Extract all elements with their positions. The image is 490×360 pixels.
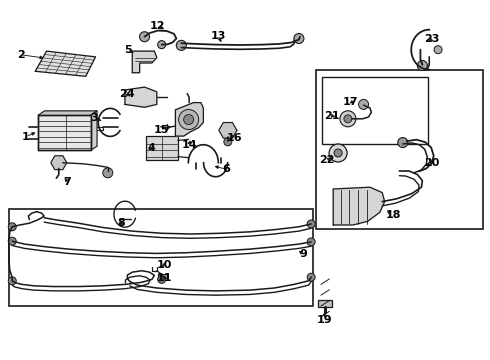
Text: 15: 15 (154, 125, 170, 135)
Text: 14: 14 (181, 140, 197, 150)
Circle shape (307, 273, 315, 281)
Text: 12: 12 (150, 21, 166, 31)
Text: 5: 5 (124, 45, 132, 55)
Text: 2: 2 (17, 50, 24, 60)
Circle shape (344, 115, 352, 123)
Circle shape (294, 33, 304, 44)
Text: 4: 4 (148, 143, 156, 153)
Circle shape (398, 138, 408, 148)
Text: 23: 23 (424, 34, 440, 44)
Polygon shape (132, 51, 157, 73)
Text: 16: 16 (226, 132, 242, 143)
Circle shape (8, 237, 16, 245)
Text: 3: 3 (90, 113, 98, 123)
Polygon shape (38, 111, 97, 115)
Circle shape (176, 40, 186, 50)
Circle shape (103, 168, 113, 178)
Text: 18: 18 (385, 210, 401, 220)
Circle shape (179, 109, 198, 130)
Polygon shape (175, 103, 203, 136)
Circle shape (8, 223, 16, 231)
Text: 1: 1 (22, 132, 29, 142)
Bar (316, 70, 483, 229)
Circle shape (8, 277, 16, 285)
Circle shape (307, 220, 315, 228)
Circle shape (158, 41, 166, 49)
Polygon shape (333, 187, 385, 225)
Circle shape (434, 46, 442, 54)
Text: 21: 21 (324, 111, 340, 121)
Text: 7: 7 (64, 177, 72, 187)
Circle shape (329, 144, 347, 162)
Bar (322, 77, 428, 144)
Polygon shape (35, 51, 96, 76)
Text: 9: 9 (299, 249, 307, 259)
Text: 17: 17 (343, 96, 359, 107)
Circle shape (334, 149, 342, 157)
Text: 24: 24 (120, 89, 135, 99)
Bar (158, 274, 167, 278)
Circle shape (224, 138, 232, 146)
Circle shape (340, 111, 356, 127)
Text: 10: 10 (157, 260, 172, 270)
Text: 20: 20 (424, 158, 440, 168)
Polygon shape (219, 122, 237, 138)
Bar (146, 136, 178, 160)
Text: 11: 11 (157, 273, 172, 283)
Text: 19: 19 (317, 315, 332, 325)
Circle shape (158, 275, 166, 283)
Text: 22: 22 (319, 155, 335, 165)
Bar (318, 300, 332, 307)
Polygon shape (91, 111, 97, 150)
Circle shape (184, 114, 194, 125)
Circle shape (417, 60, 427, 71)
Polygon shape (51, 156, 67, 170)
Polygon shape (38, 115, 91, 150)
Polygon shape (125, 87, 157, 107)
Text: 6: 6 (222, 164, 230, 174)
Text: 13: 13 (210, 31, 226, 41)
Text: 8: 8 (118, 218, 125, 228)
Circle shape (359, 99, 368, 109)
Circle shape (307, 238, 315, 246)
Circle shape (140, 32, 149, 42)
Bar (9, 209, 313, 306)
